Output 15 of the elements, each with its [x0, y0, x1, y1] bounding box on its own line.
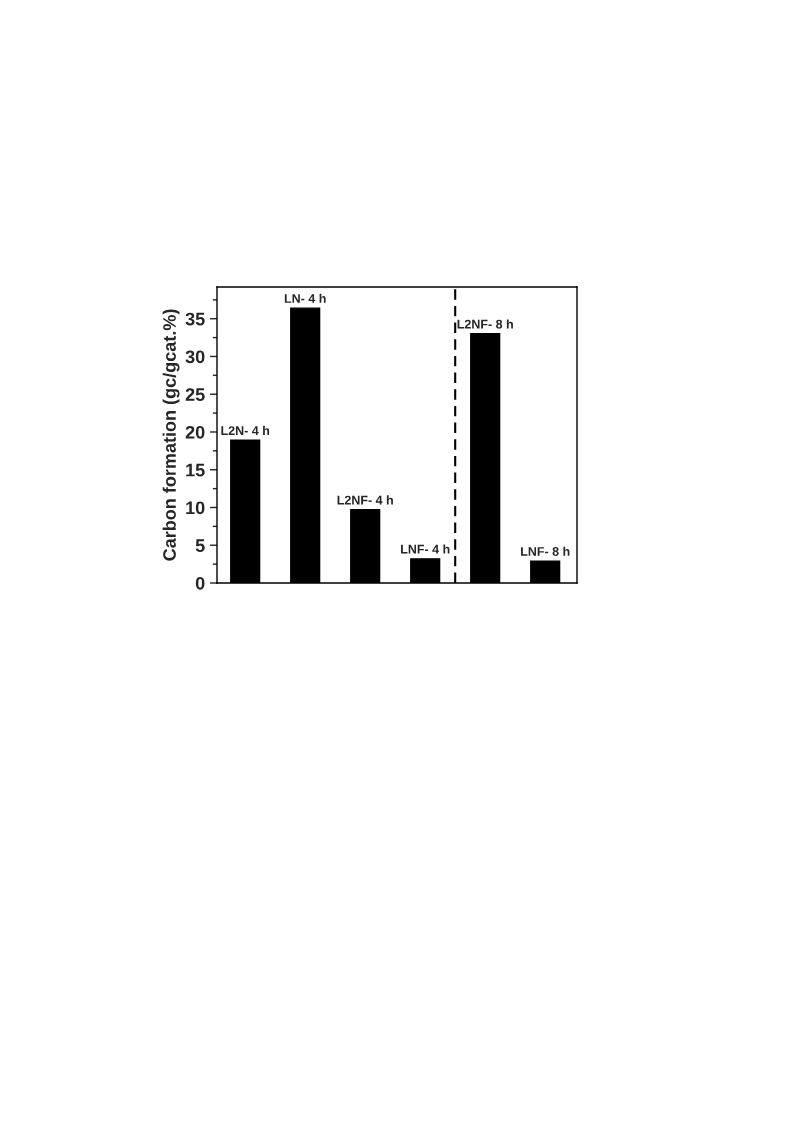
- x-tick-label: LNF- 4 h: [401, 544, 450, 554]
- y-tick-label: 10: [186, 501, 205, 515]
- x-tick-label: L2N- 4 h: [221, 425, 270, 435]
- y-tick-label: 20: [185, 425, 205, 439]
- y-tick-label: 25: [185, 388, 205, 401]
- x-tick-label: L2NF- 8 h: [457, 319, 513, 329]
- y-tick-label: 0: [195, 576, 205, 590]
- y-tick-label: 35: [185, 312, 205, 326]
- y-tick-label: 30: [185, 350, 205, 364]
- x-tick-label: L2NF- 4 h: [337, 495, 393, 505]
- y-tick-label: 15: [186, 463, 205, 477]
- y-axis-title: Carbon formation (gc/gcat.%): [162, 309, 180, 561]
- x-tick-label: LN- 4 h: [284, 293, 326, 303]
- y-tick-label: 5: [195, 539, 205, 552]
- x-tick-label: LNF- 8 h: [521, 546, 570, 556]
